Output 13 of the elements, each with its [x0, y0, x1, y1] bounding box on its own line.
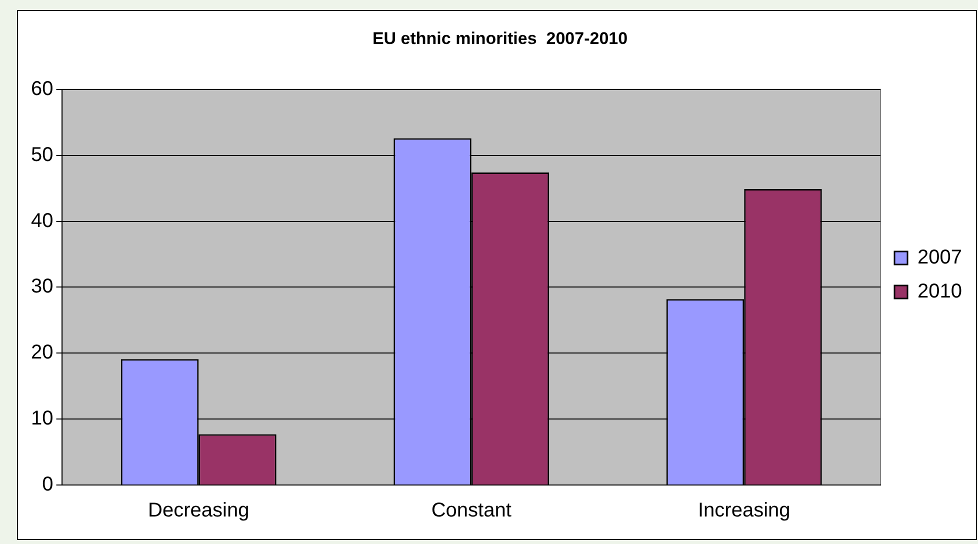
- y-tick-label: 60: [30, 78, 54, 100]
- y-tick-label: 30: [30, 276, 54, 298]
- y-tick-label: 20: [30, 342, 54, 364]
- chart-title: EU ethnic minorities 2007-2010: [372, 28, 628, 48]
- y-tick-label: 0: [42, 474, 54, 496]
- y-tick-label: 50: [30, 144, 54, 166]
- legend-label: 2010: [918, 280, 962, 303]
- y-tick-label: 10: [30, 408, 54, 430]
- x-tick-label: Constant: [431, 500, 512, 522]
- legend-label: 2007: [918, 246, 962, 269]
- x-tick-label: Increasing: [698, 500, 790, 522]
- y-tick-label: 40: [30, 210, 54, 232]
- x-tick-label: Decreasing: [148, 500, 250, 522]
